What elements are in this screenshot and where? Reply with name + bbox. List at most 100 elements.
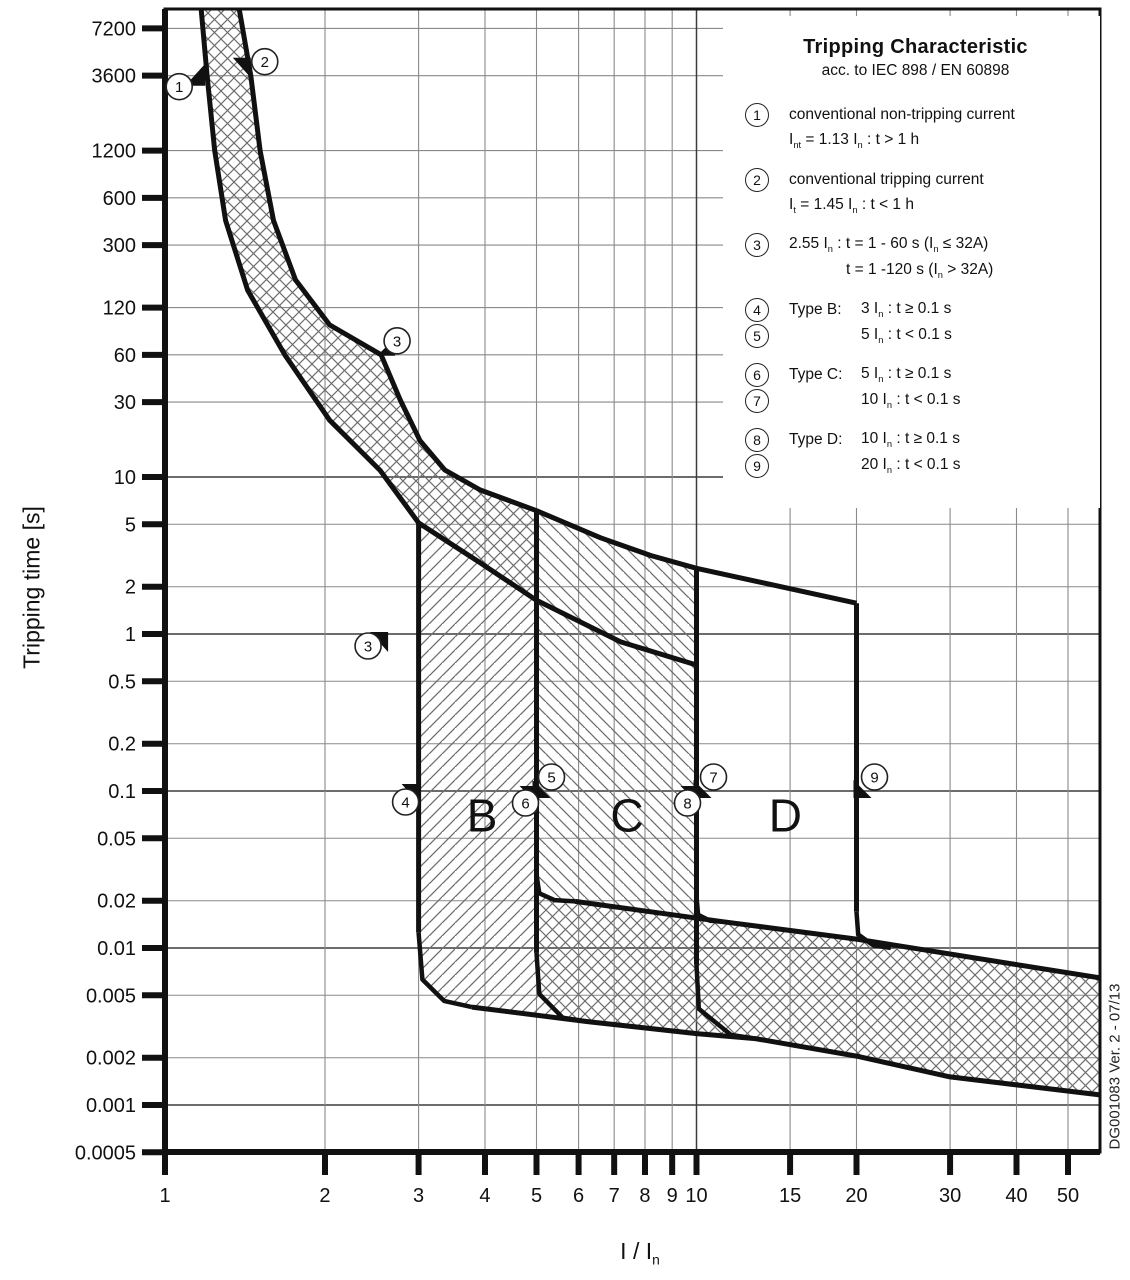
annotation-number: 1 bbox=[175, 79, 183, 96]
tick-label-y: 0.5 bbox=[108, 671, 136, 693]
legend-number-6: 6 bbox=[745, 363, 769, 387]
tick-label-y: 1200 bbox=[92, 141, 137, 163]
tick-label-x: 5 bbox=[531, 1185, 542, 1207]
annotation-number: 5 bbox=[547, 770, 555, 787]
legend-line: Type C: 5 In : t ≥ 0.1 s bbox=[789, 365, 952, 385]
legend-line: 20 In : t < 0.1 s bbox=[861, 456, 961, 476]
legend-entries: 1 conventional non-tripping current Int = … bbox=[745, 102, 1086, 479]
tick-label-y: 0.005 bbox=[86, 985, 136, 1007]
annotation-circle-3 bbox=[354, 632, 382, 660]
tick-label-x: 3 bbox=[413, 1185, 424, 1207]
zone-letters: B C D bbox=[467, 789, 802, 841]
tick-label-x: 6 bbox=[573, 1185, 584, 1207]
legend-line: Type D: 10 In : t ≥ 0.1 s bbox=[789, 430, 960, 450]
annotation-wedge-9 bbox=[853, 780, 872, 798]
legend-entry-3: 3 2.55 In : t = 1 - 60 s (In ≤ 32A) t = 1 … bbox=[745, 232, 1086, 284]
legend-subtitle: acc. to IEC 898 / EN 60898 bbox=[821, 62, 1010, 79]
tick-label-y: 600 bbox=[103, 188, 136, 210]
tick-label-y: 0.002 bbox=[86, 1048, 136, 1070]
annotation-wedge-1 bbox=[185, 63, 206, 86]
tick-label-y: 3600 bbox=[92, 66, 137, 88]
hatched-regions bbox=[201, 9, 1100, 1095]
legend-line: 10 In : t < 0.1 s bbox=[861, 391, 961, 411]
legend-line: 5 In : t < 0.1 s bbox=[861, 326, 952, 346]
tick-label-x: 10 bbox=[685, 1185, 707, 1207]
x-axis-title: I / In bbox=[620, 1238, 660, 1268]
legend-line: 2.55 In : t = 1 - 60 s (In ≤ 32A) bbox=[789, 235, 989, 255]
legend-entry-4: 4 5 Type B: 3 In : t ≥ 0.1 s 5 In : t < 0.1 … bbox=[745, 297, 1086, 349]
tick-label-y: 30 bbox=[114, 392, 136, 414]
region-zone-B bbox=[418, 522, 588, 1022]
legend-line: Int = 1.13 In : t > 1 h bbox=[789, 131, 920, 151]
curve-thermal-upper bbox=[236, 9, 698, 571]
tick-label-x: 4 bbox=[479, 1185, 490, 1207]
annotation-number: 3 bbox=[364, 639, 372, 656]
tick-label-y: 0.02 bbox=[97, 891, 136, 913]
legend-line: Type B: 3 In : t ≥ 0.1 s bbox=[789, 300, 952, 320]
curve-knee-5In-upper bbox=[534, 874, 576, 904]
legend-number-3: 3 bbox=[745, 233, 769, 257]
annotation-circle-8 bbox=[673, 789, 702, 817]
tick-label-x: 8 bbox=[639, 1185, 650, 1207]
annotation-number: 6 bbox=[521, 796, 529, 813]
legend-number-1: 1 bbox=[745, 103, 769, 127]
annotation-circle-9 bbox=[860, 763, 889, 791]
tick-label-y: 0.01 bbox=[97, 938, 136, 960]
annotation-number: 8 bbox=[683, 796, 691, 813]
tick-label-x: 9 bbox=[667, 1185, 678, 1207]
curve-opening-band-upper bbox=[574, 898, 1101, 981]
annotation-circle-1 bbox=[165, 72, 194, 101]
legend-entry-1: 1 conventional non-tripping current Int = … bbox=[745, 102, 1086, 154]
tick-label-x: 1 bbox=[159, 1185, 170, 1207]
legend-number-7: 7 bbox=[745, 389, 769, 413]
curve-b-left-knee bbox=[416, 932, 473, 1010]
legend-entry-6: 8 9 Type D: 10 In : t ≥ 0.1 s 20 In : t < 0.… bbox=[745, 427, 1086, 479]
annotation-circle-4 bbox=[391, 788, 420, 816]
tick-label-y: 1 bbox=[125, 624, 136, 646]
legend-line: It = 1.45 In : t < 1 h bbox=[789, 196, 914, 216]
annotation-circle-2 bbox=[250, 47, 279, 76]
tick-label-y: 60 bbox=[114, 345, 136, 367]
region-opening-band bbox=[536, 874, 1100, 1095]
tick-label-y: 0.0005 bbox=[75, 1142, 136, 1164]
tick-label-y: 0.001 bbox=[86, 1095, 136, 1117]
tick-label-y: 2 bbox=[125, 577, 136, 599]
tick-label-y: 7200 bbox=[92, 18, 137, 40]
legend-number-9: 9 bbox=[745, 454, 769, 478]
annotation-number: 2 bbox=[261, 54, 269, 71]
tick-label-y: 300 bbox=[103, 235, 136, 257]
y-axis-title: Tripping time [s] bbox=[18, 506, 45, 669]
tick-label-x: 15 bbox=[779, 1185, 801, 1207]
legend-panel: Tripping Characteristic acc. to IEC 898 … bbox=[723, 16, 1100, 508]
legend-line: t = 1 -120 s (In > 32A) bbox=[846, 261, 994, 281]
tick-label-x: 30 bbox=[939, 1185, 961, 1207]
legend-entry-5: 6 7 Type C: 5 In : t ≥ 0.1 s 10 In : t < 0.1… bbox=[745, 362, 1086, 414]
curve-d-top-segment bbox=[695, 565, 858, 606]
legend-number-4: 4 bbox=[745, 298, 769, 322]
legend-title: Tripping Characteristic bbox=[803, 36, 1028, 58]
plot-frame-and-ticks: 7200360012006003001206030105210.50.20.10… bbox=[75, 7, 1102, 1207]
legend-number-2: 2 bbox=[745, 168, 769, 192]
zone-label-C: C bbox=[610, 789, 643, 841]
tick-label-y: 0.05 bbox=[97, 828, 136, 850]
zone-label-B: B bbox=[467, 789, 498, 841]
legend-line: conventional tripping current bbox=[789, 171, 984, 188]
tick-label-x: 20 bbox=[845, 1185, 867, 1207]
annotation-circle-6 bbox=[511, 789, 540, 817]
curve-opening-band-lower bbox=[471, 1004, 1101, 1098]
tick-label-y: 0.2 bbox=[108, 734, 136, 756]
tick-label-y: 5 bbox=[125, 514, 136, 536]
tick-label-x: 7 bbox=[609, 1185, 620, 1207]
region-zone-C bbox=[536, 510, 723, 922]
annotation-number: 3 bbox=[393, 333, 401, 350]
region-thermal-band bbox=[201, 9, 537, 601]
tick-label-y: 120 bbox=[103, 298, 136, 320]
annotation-number: 4 bbox=[401, 795, 409, 812]
legend-entry-2: 2 conventional tripping current It = 1.45 … bbox=[745, 167, 1086, 219]
tick-label-y: 0.1 bbox=[108, 781, 136, 803]
legend-number-5: 5 bbox=[745, 324, 769, 348]
annotation-circle-7 bbox=[699, 763, 728, 791]
annotation-number: 9 bbox=[870, 770, 878, 787]
tick-label-x: 2 bbox=[319, 1185, 330, 1207]
